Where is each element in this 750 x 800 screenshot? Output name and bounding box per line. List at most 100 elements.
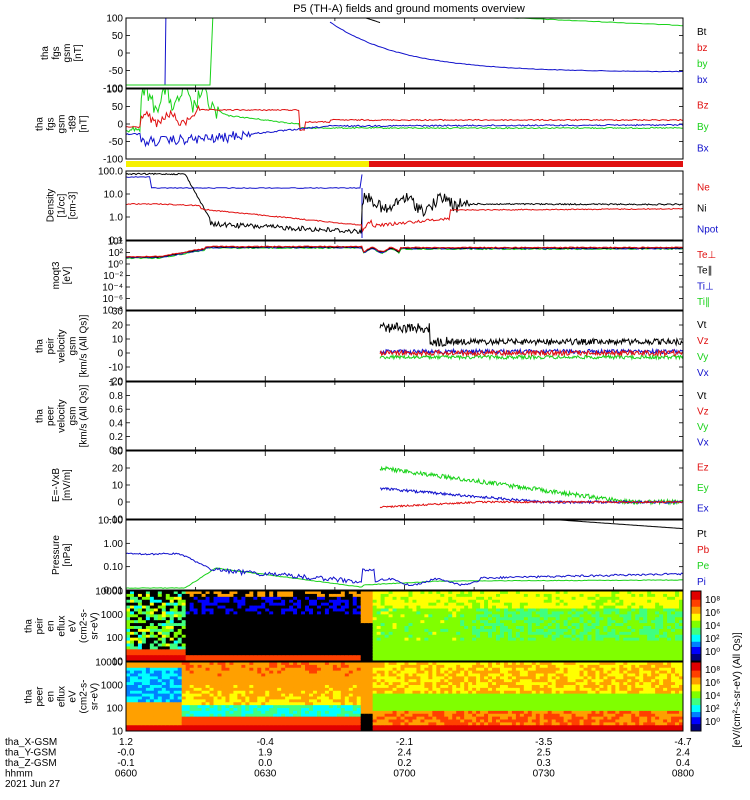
series-Te-perp	[126, 245, 683, 258]
spec-cell	[141, 593, 147, 598]
spec-cell	[416, 640, 422, 645]
spec-cell	[265, 652, 270, 656]
spec-cell	[420, 634, 425, 639]
spec-cell	[460, 596, 465, 601]
spec-cell	[129, 623, 135, 627]
spec-cell	[404, 596, 410, 601]
spec-cell	[233, 664, 238, 669]
spec-cell	[659, 599, 664, 604]
spec-cell	[229, 719, 235, 723]
spec-cell	[336, 614, 342, 618]
spec-cell	[221, 599, 227, 604]
spec-cell	[213, 662, 219, 666]
spec-cell	[659, 623, 664, 627]
spec-cell	[400, 608, 406, 613]
spec-cell	[217, 685, 223, 689]
spec-cell	[456, 658, 461, 661]
y-axis-label: [mV/m]	[62, 469, 73, 501]
spec-cell	[157, 611, 163, 615]
spec-cell	[515, 646, 521, 650]
spec-cell	[587, 628, 593, 633]
spec-cell	[567, 611, 573, 615]
spec-cell	[305, 699, 310, 703]
spec-cell	[297, 687, 302, 692]
spec-cell	[595, 608, 601, 613]
spec-cell	[157, 708, 163, 712]
y-tick-label: 0.0	[109, 446, 123, 457]
spec-cell	[312, 623, 318, 627]
spec-cell	[257, 682, 262, 686]
spec-cell	[301, 628, 306, 633]
spec-cell	[137, 593, 143, 598]
spec-cell	[651, 602, 656, 607]
spec-cell	[237, 631, 242, 636]
spec-cell	[189, 628, 195, 633]
spec-cell	[655, 593, 660, 598]
spec-cell	[575, 617, 581, 621]
spec-cell	[567, 637, 573, 642]
spec-cell	[316, 708, 322, 712]
spec-cell	[253, 687, 258, 692]
spec-cell	[173, 649, 179, 653]
spec-cell	[189, 602, 195, 607]
spec-cell	[281, 708, 286, 712]
spec-cell	[161, 699, 167, 703]
spec-cell	[149, 640, 155, 645]
spec-cell	[285, 662, 290, 666]
spec-cell	[655, 655, 660, 659]
spec-cell	[305, 667, 310, 672]
spec-cell	[316, 646, 322, 650]
spec-cell	[157, 664, 163, 669]
spec-cell	[145, 602, 151, 607]
spec-cell	[241, 673, 246, 677]
spec-cell	[380, 591, 386, 595]
spec-cell	[492, 658, 497, 661]
spec-cell	[368, 649, 374, 653]
spec-cell	[193, 611, 199, 615]
spec-cell	[507, 617, 513, 621]
spec-cell	[492, 620, 497, 624]
spec-cell	[571, 658, 577, 661]
y-tick-label: 0.6	[109, 405, 123, 416]
spec-cell	[209, 614, 215, 618]
spec-cell	[169, 637, 175, 642]
spec-cell	[165, 710, 171, 715]
spec-cell	[277, 696, 282, 700]
spec-cell	[153, 662, 159, 666]
spec-cell	[305, 646, 310, 650]
spec-cell	[675, 591, 680, 595]
spec-cell	[197, 685, 203, 689]
spec-cell	[273, 640, 278, 645]
spec-cell	[153, 716, 159, 721]
spec-cell	[412, 637, 418, 642]
spec-cell	[659, 634, 664, 639]
spec-cell	[460, 605, 465, 610]
spec-cell	[507, 608, 513, 613]
spec-cell	[145, 640, 151, 645]
spec-cell	[241, 713, 246, 718]
spec-cell	[507, 596, 513, 601]
spec-cell	[400, 602, 406, 607]
spec-cell	[663, 634, 668, 639]
spec-cell	[523, 605, 529, 610]
spec-cell	[221, 596, 227, 601]
spec-cell	[472, 617, 477, 621]
spec-cell	[595, 620, 601, 624]
spec-cell	[507, 599, 513, 604]
spec-cell	[177, 628, 183, 633]
spec-cell	[129, 722, 135, 726]
spec-cell	[372, 655, 378, 659]
spec-cell	[659, 655, 664, 659]
spec-cell	[460, 602, 465, 607]
spec-cell	[249, 640, 254, 645]
spec-cell	[364, 626, 370, 630]
spec-cell	[297, 696, 302, 700]
spec-cell	[336, 646, 342, 650]
spec-cell	[412, 640, 418, 645]
spec-cell	[312, 713, 318, 718]
spec-cell	[189, 649, 195, 653]
spec-cell	[209, 646, 215, 650]
spec-cell	[456, 599, 461, 604]
spec-cell	[225, 626, 231, 630]
spec-cell	[563, 614, 569, 618]
